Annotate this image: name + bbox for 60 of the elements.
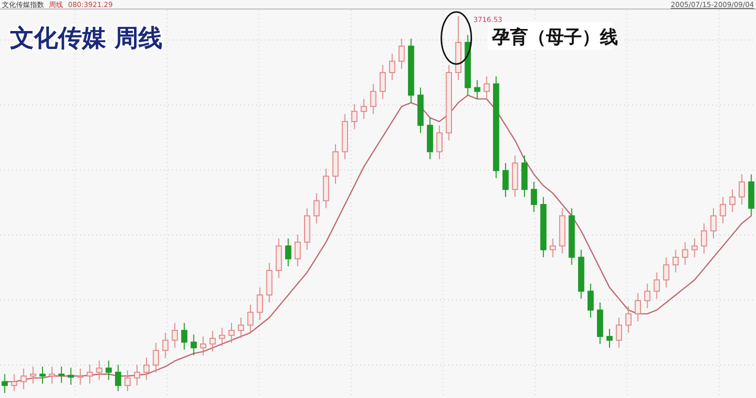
candlestick xyxy=(39,366,46,384)
candlestick xyxy=(30,366,36,384)
candlestick xyxy=(682,242,688,266)
annotation: 孕育（母子）线 xyxy=(491,26,618,48)
candlestick xyxy=(20,368,27,390)
candlestick xyxy=(2,374,8,394)
candlestick xyxy=(606,328,613,348)
candlestick xyxy=(210,330,216,352)
candlestick xyxy=(654,272,660,300)
candlestick xyxy=(370,83,376,115)
candlestick xyxy=(729,188,736,213)
candlestick xyxy=(738,174,745,205)
candlestick xyxy=(285,238,292,267)
chart-title: 文化传媒 周线 xyxy=(10,24,162,52)
candlestick xyxy=(398,38,405,70)
candlestick xyxy=(256,286,263,320)
candlestick xyxy=(58,366,65,384)
candlestick xyxy=(720,196,726,224)
candlestick xyxy=(710,208,717,239)
candlestick xyxy=(48,366,56,384)
candlestick xyxy=(247,304,254,334)
candlestick xyxy=(238,317,244,338)
candlestick xyxy=(502,162,509,198)
candlestick xyxy=(644,283,650,309)
candlestick xyxy=(77,368,84,386)
candlestick xyxy=(360,98,367,120)
candlestick xyxy=(625,306,632,334)
candlestick xyxy=(691,238,698,258)
candlestick xyxy=(200,336,206,356)
candlestick xyxy=(550,238,556,258)
candlestick xyxy=(294,234,301,267)
candlestick xyxy=(181,322,188,350)
candlestick xyxy=(162,332,168,358)
candlestick xyxy=(634,292,641,322)
candlestick xyxy=(152,342,160,374)
candlestick xyxy=(96,360,102,380)
candlestick xyxy=(134,364,140,386)
candlestick xyxy=(124,370,131,392)
candlestick xyxy=(672,249,679,273)
candlestick xyxy=(115,364,122,392)
candlestick xyxy=(313,192,320,224)
candlestick xyxy=(86,364,93,384)
candlestick xyxy=(106,360,112,380)
candlestick xyxy=(484,76,490,100)
candlestick xyxy=(700,222,708,254)
candlestick xyxy=(616,317,622,348)
candlestick xyxy=(218,327,226,346)
candlestick xyxy=(172,322,178,348)
candlestick xyxy=(143,357,150,380)
candlestick xyxy=(11,374,18,392)
candlestick xyxy=(389,53,396,81)
candlestick xyxy=(190,334,197,356)
candlestick xyxy=(380,64,386,100)
candlestick xyxy=(588,283,594,318)
candlestick xyxy=(663,256,670,288)
candlestick xyxy=(351,103,358,130)
candlestick xyxy=(530,181,538,213)
candlestick xyxy=(436,124,443,160)
candlestick xyxy=(474,80,480,100)
candlestick xyxy=(228,322,235,344)
